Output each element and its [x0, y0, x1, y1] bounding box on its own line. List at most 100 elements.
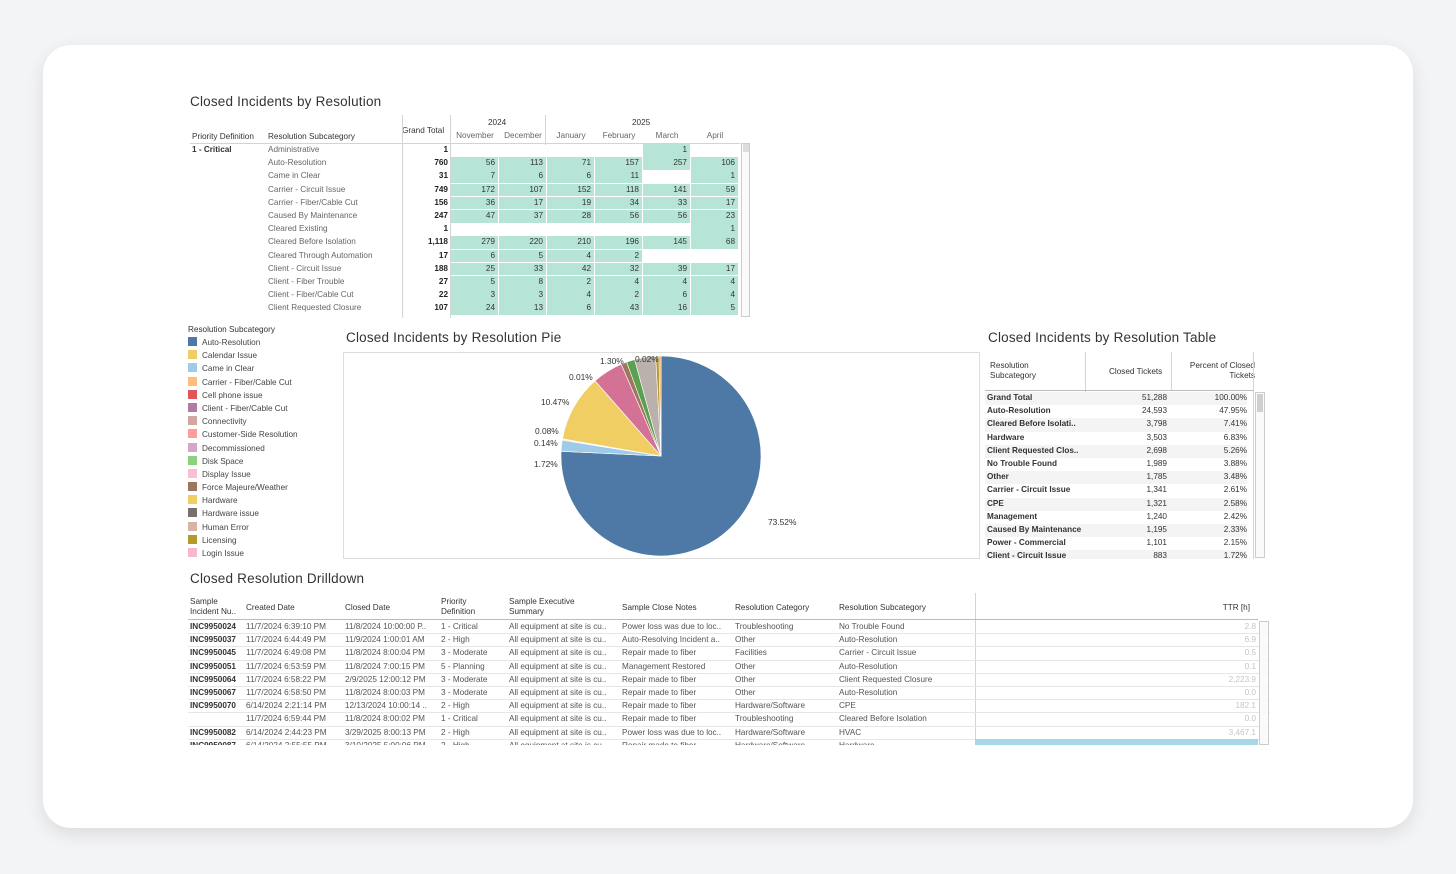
pivot-month-cell[interactable]: 6 [451, 249, 498, 263]
restable-row[interactable]: Grand Total 51,288 100.00% [985, 392, 1247, 406]
legend-item[interactable]: Display Issue [188, 468, 348, 481]
pivot-row[interactable]: Client Requested Closure 107 24 13 6 43 16 5 [190, 302, 750, 315]
legend-item[interactable]: Hardware [188, 494, 348, 507]
legend-item[interactable]: Calendar Issue [188, 349, 348, 362]
legend-item[interactable]: Connectivity [188, 415, 348, 428]
pivot-month-cell[interactable]: 118 [595, 183, 642, 197]
pivot-row[interactable]: Cleared Before Isolation 1,118 279 220 210 19… [190, 236, 750, 249]
pivot-month-cell[interactable]: 25 [451, 262, 498, 276]
pivot-month-cell[interactable]: 39 [643, 262, 690, 276]
pivot-month-cell[interactable]: 220 [499, 236, 546, 249]
restable-row[interactable]: Other 1,785 3.48% [985, 471, 1247, 485]
pivot-row[interactable]: Came in Clear 31 7 6 6 11 1 [190, 170, 750, 183]
legend-item[interactable]: Customer-Side Resolution [188, 428, 348, 441]
pivot-month-cell[interactable]: 257 [643, 157, 690, 170]
pivot-scrollbar[interactable] [741, 143, 750, 317]
pivot-month-cell[interactable]: 1 [691, 223, 738, 236]
legend-item[interactable]: Decommissioned [188, 442, 348, 455]
pivot-month-cell[interactable] [499, 144, 546, 157]
drill-row[interactable]: 11/7/2024 6:59:44 PM 11/8/2024 8:00:02 PM… [188, 713, 1270, 727]
pivot-month-cell[interactable]: 56 [595, 210, 642, 223]
pie-chart[interactable] [344, 353, 979, 558]
pivot-month-cell[interactable]: 8 [499, 276, 546, 289]
pivot-month-cell[interactable]: 11 [595, 170, 642, 183]
drill-row[interactable]: INC9950064 11/7/2024 6:58:22 PM 2/9/2025 1… [188, 674, 1270, 687]
restable-row[interactable]: Management 1,240 2.42% [985, 510, 1247, 524]
pivot-month-cell[interactable]: 1 [691, 170, 738, 183]
drill-row[interactable]: INC9950045 11/7/2024 6:49:08 PM 11/8/2024 … [188, 647, 1270, 661]
pivot-month-cell[interactable] [643, 250, 690, 263]
legend-item[interactable]: Disk Space [188, 455, 348, 468]
pivot-month-cell[interactable]: 2 [595, 249, 642, 263]
pivot-month-cell[interactable]: 5 [451, 276, 498, 289]
restable-row[interactable]: Cleared Before Isolati.. 3,798 7.41% [985, 418, 1247, 432]
pivot-row[interactable]: Client - Fiber Trouble 27 5 8 2 4 4 4 [190, 276, 750, 289]
drill-scrollbar[interactable] [1259, 621, 1269, 745]
restable-scrollbar[interactable] [1255, 392, 1265, 558]
pivot-month-cell[interactable]: 196 [595, 236, 642, 249]
pivot-month-cell[interactable]: 5 [499, 249, 546, 263]
pivot-month-cell[interactable]: 6 [643, 289, 690, 302]
pivot-month-cell[interactable]: 13 [499, 302, 546, 315]
pivot-month-cell[interactable]: 4 [547, 249, 594, 263]
pivot-table[interactable]: Priority Definition Resolution Subcatego… [190, 115, 753, 318]
pivot-month-cell[interactable]: 28 [547, 210, 594, 223]
pivot-row[interactable]: Auto-Resolution 760 56 113 71 157 257 106 [190, 157, 750, 170]
restable-row[interactable]: Caused By Maintenance 1,195 2.33% [985, 524, 1247, 538]
pivot-month-cell[interactable]: 47 [451, 210, 498, 223]
pivot-month-cell[interactable]: 36 [451, 196, 498, 210]
pivot-month-cell[interactable]: 141 [643, 183, 690, 197]
pivot-row[interactable]: Cleared Existing 1 1 [190, 223, 750, 236]
pivot-month-cell[interactable]: 71 [547, 157, 594, 170]
restable-row[interactable]: Client Requested Clos.. 2,698 5.26% [985, 444, 1247, 458]
drill-row[interactable]: INC9950070 6/14/2024 2:21:14 PM 12/13/2024… [188, 700, 1270, 714]
pivot-month-cell[interactable] [643, 170, 690, 183]
legend-item[interactable]: Human Error [188, 521, 348, 534]
pivot-month-cell[interactable] [499, 223, 546, 236]
pivot-month-cell[interactable]: 56 [643, 210, 690, 223]
pivot-month-cell[interactable] [691, 144, 738, 157]
legend-item[interactable]: Hardware issue [188, 507, 348, 520]
pivot-month-cell[interactable]: 113 [499, 157, 546, 170]
pivot-month-cell[interactable]: 1 [643, 144, 690, 157]
pivot-month-cell[interactable]: 210 [547, 236, 594, 249]
legend-item[interactable]: Cell phone issue [188, 389, 348, 402]
pivot-month-cell[interactable]: 34 [595, 196, 642, 210]
pivot-month-cell[interactable]: 3 [451, 289, 498, 302]
legend-item[interactable]: Login Issue [188, 547, 348, 560]
pivot-row[interactable]: Carrier - Fiber/Cable Cut 156 36 17 19 34 33 17 [190, 196, 750, 210]
pivot-month-cell[interactable]: 59 [691, 183, 738, 197]
pivot-month-cell[interactable]: 4 [595, 276, 642, 289]
pivot-month-cell[interactable]: 7 [451, 170, 498, 183]
restable-row[interactable]: Power - Commercial 1,101 2.15% [985, 537, 1247, 551]
pivot-month-cell[interactable]: 3 [499, 289, 546, 302]
pivot-row[interactable]: Caused By Maintenance 247 47 37 28 56 56 23 [190, 210, 750, 223]
pivot-month-cell[interactable]: 4 [691, 276, 738, 289]
pivot-row[interactable]: Client - Circuit Issue 188 25 33 42 32 39 17 [190, 262, 750, 276]
drill-row[interactable]: INC9950082 6/14/2024 2:44:23 PM 3/29/2025 … [188, 727, 1270, 740]
pivot-month-cell[interactable]: 157 [595, 157, 642, 170]
pivot-month-cell[interactable] [595, 223, 642, 236]
pivot-row[interactable]: Client - Fiber/Cable Cut 22 3 3 4 2 6 4 [190, 289, 750, 302]
pivot-month-cell[interactable]: 16 [643, 302, 690, 315]
pivot-month-cell[interactable] [643, 223, 690, 236]
pivot-month-cell[interactable]: 33 [643, 196, 690, 210]
drill-row[interactable]: INC9950051 11/7/2024 6:53:59 PM 11/8/2024 … [188, 661, 1270, 674]
restable-row[interactable]: Hardware 3,503 6.83% [985, 431, 1247, 445]
pivot-month-cell[interactable]: 19 [547, 196, 594, 210]
pivot-month-cell[interactable]: 4 [643, 276, 690, 289]
pivot-month-cell[interactable]: 4 [547, 289, 594, 302]
restable-row[interactable]: Auto-Resolution 24,593 47.95% [985, 405, 1247, 419]
drilldown-table[interactable]: Sample Incident Nu.. Created Date Closed… [188, 593, 1270, 745]
pivot-month-cell[interactable]: 42 [547, 262, 594, 276]
restable-row[interactable]: Carrier - Circuit Issue 1,341 2.61% [985, 484, 1247, 498]
pivot-month-cell[interactable] [595, 144, 642, 157]
drill-row[interactable]: INC9950067 11/7/2024 6:58:50 PM 11/8/2024 … [188, 687, 1270, 701]
drill-row[interactable]: INC9950037 11/7/2024 6:44:49 PM 11/9/2024 … [188, 634, 1270, 648]
legend-item[interactable]: Licensing [188, 534, 348, 547]
pivot-month-cell[interactable]: 106 [691, 157, 738, 170]
pivot-month-cell[interactable]: 17 [691, 262, 738, 276]
pivot-month-cell[interactable]: 107 [499, 183, 546, 197]
pivot-month-cell[interactable]: 43 [595, 302, 642, 315]
pivot-month-cell[interactable]: 68 [691, 236, 738, 249]
